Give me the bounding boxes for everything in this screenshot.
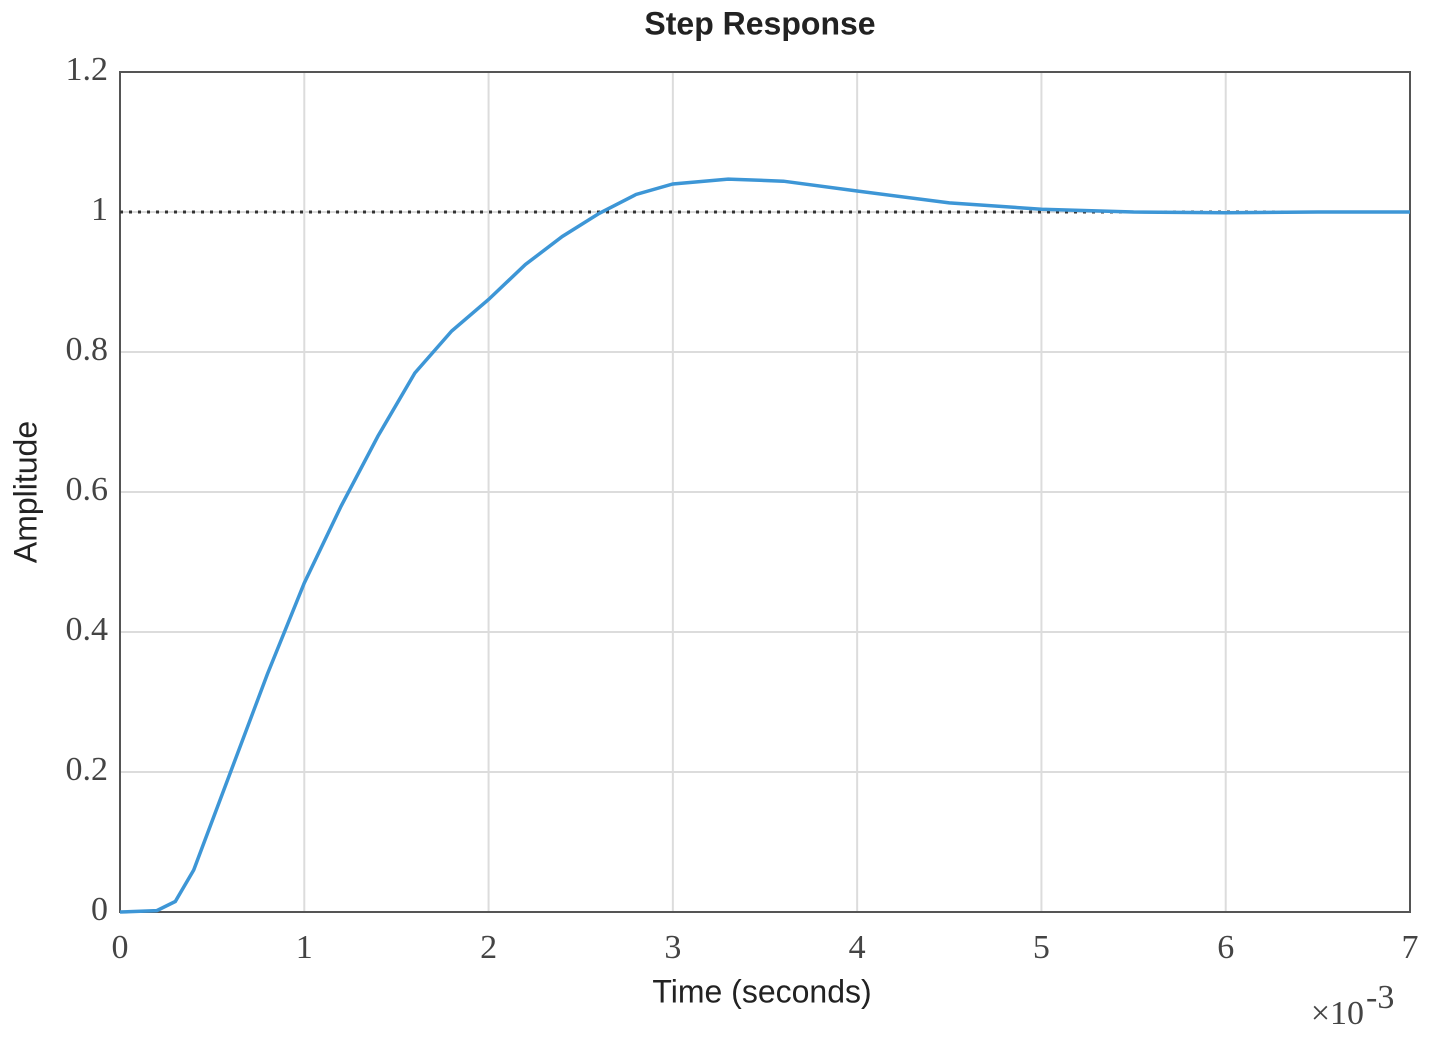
y-tick-label: 1.2 (66, 51, 109, 88)
y-axis-label: Amplitude (7, 421, 43, 563)
x-tick-label: 0 (112, 929, 129, 966)
x-tick-label: 3 (664, 929, 681, 966)
x-tick-label: 5 (1033, 929, 1050, 966)
y-tick-label: 0.2 (66, 751, 109, 788)
x-tick-label: 1 (296, 929, 313, 966)
x-tick-label: 4 (849, 929, 866, 966)
plot-frame (119, 71, 1411, 913)
x-axis-label: Time (seconds) (652, 973, 871, 1009)
series-line (119, 177, 1410, 914)
y-tick-label: 0.6 (66, 471, 109, 508)
x-tick-label: 2 (480, 929, 497, 966)
y-tick-label: 0.8 (66, 331, 109, 368)
x-multiplier: ×10 (1311, 995, 1364, 1032)
y-tick-label: 0.4 (66, 611, 109, 648)
x-tick-label: 6 (1217, 929, 1234, 966)
y-tick-label: 1 (91, 191, 108, 228)
x-tick-label: 7 (1402, 929, 1419, 966)
chart-title: Step Response (644, 5, 875, 41)
y-tick-label: 0 (91, 891, 108, 928)
x-multiplier-exponent: -3 (1366, 979, 1394, 1016)
